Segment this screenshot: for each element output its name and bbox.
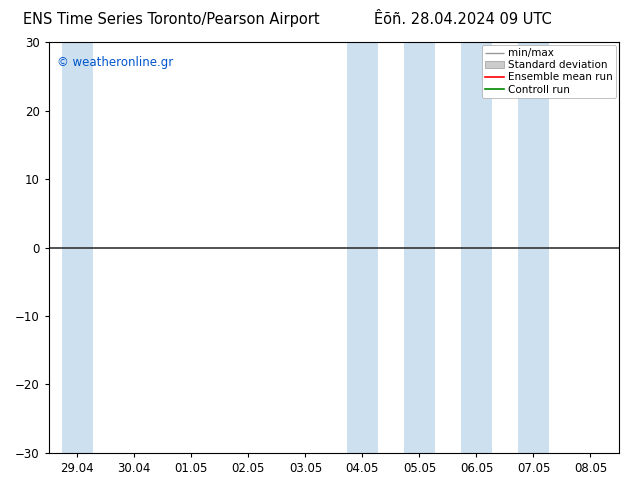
Bar — [404, 42, 435, 453]
Text: ENS Time Series Toronto/Pearson Airport: ENS Time Series Toronto/Pearson Airport — [23, 12, 320, 27]
Legend: min/max, Standard deviation, Ensemble mean run, Controll run: min/max, Standard deviation, Ensemble me… — [482, 45, 616, 98]
Bar — [518, 42, 549, 453]
Bar — [461, 42, 492, 453]
Bar — [61, 42, 93, 453]
Text: © weatheronline.gr: © weatheronline.gr — [57, 56, 174, 70]
Bar — [347, 42, 378, 453]
Text: Êõñ. 28.04.2024 09 UTC: Êõñ. 28.04.2024 09 UTC — [374, 12, 552, 27]
